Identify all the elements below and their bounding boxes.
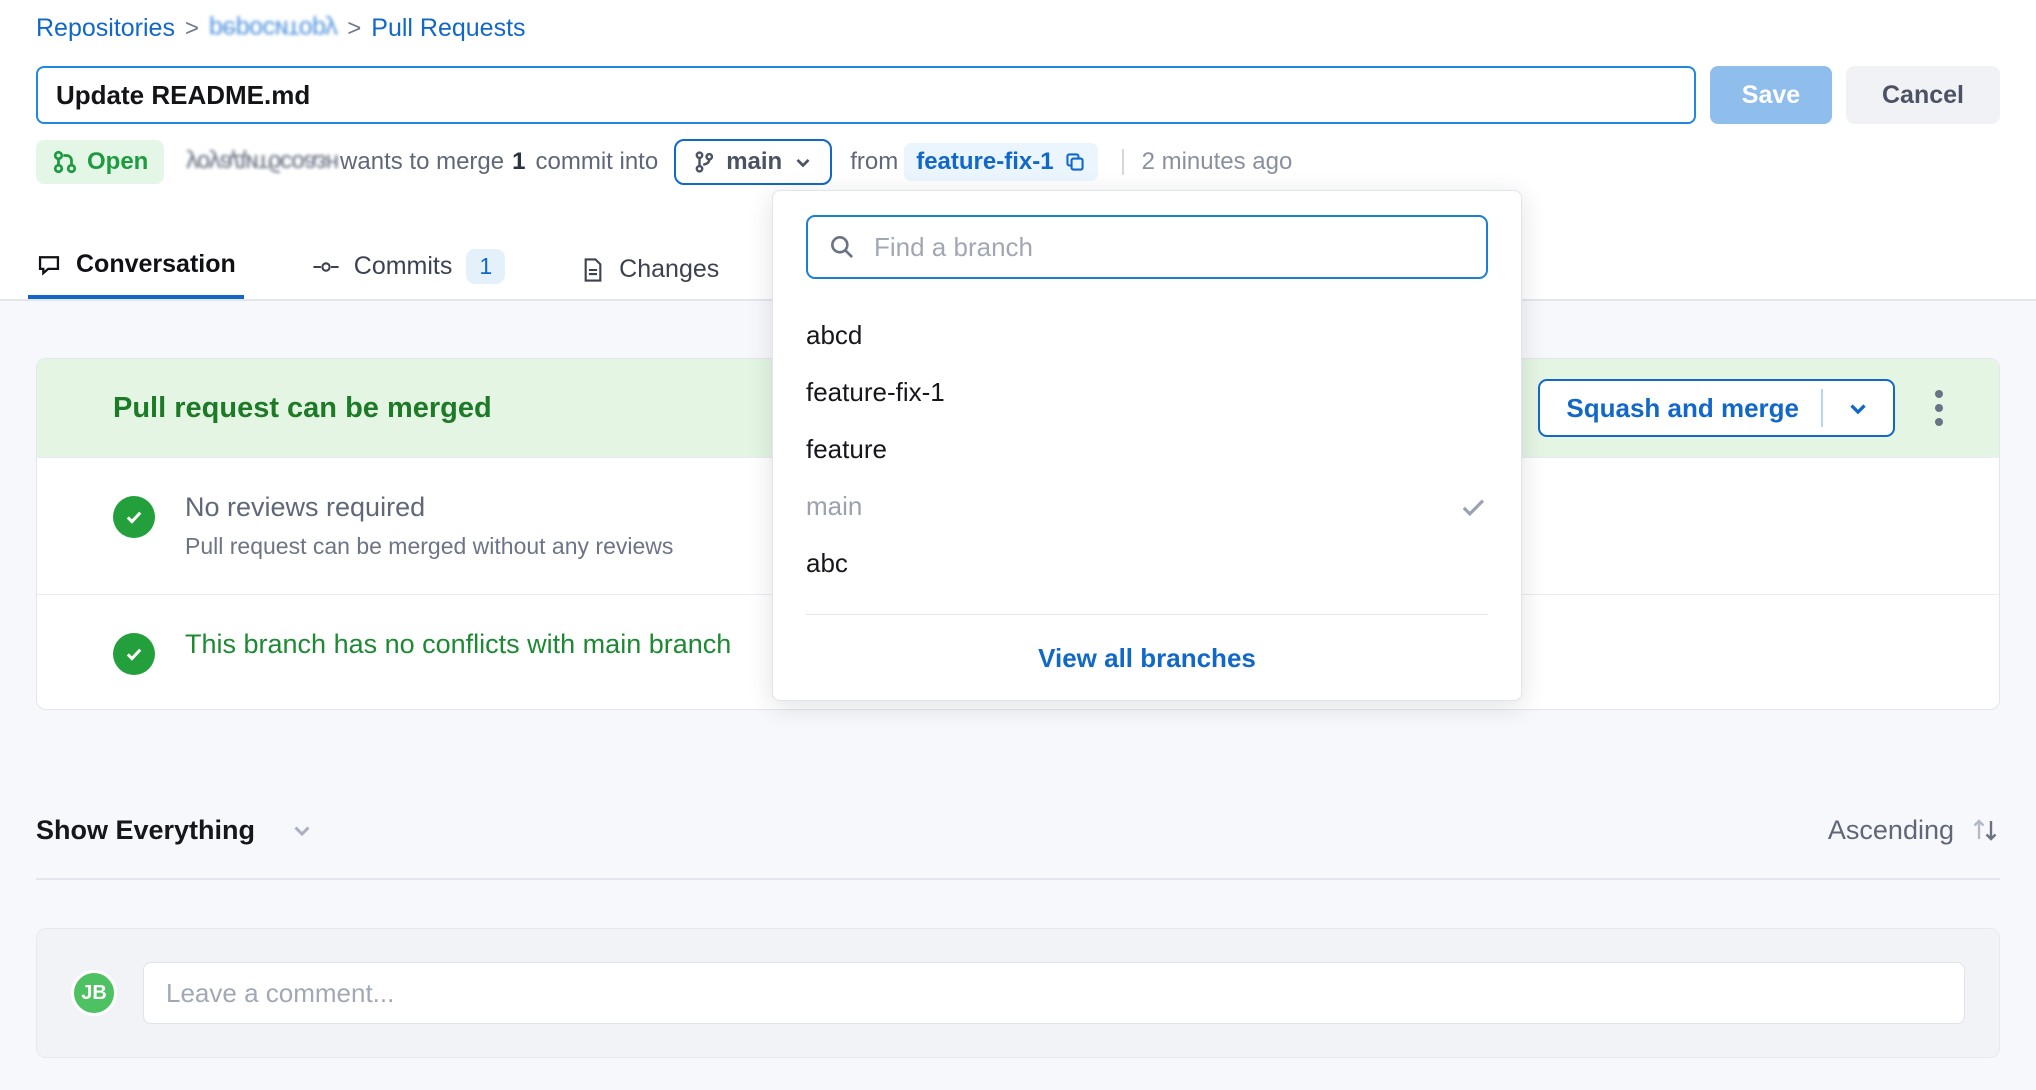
merge-summary-before: wants to merge	[340, 148, 505, 175]
cancel-button[interactable]: Cancel	[1846, 66, 2000, 124]
branch-option-label: main	[806, 491, 863, 521]
chevron-down-icon	[792, 151, 814, 173]
squash-and-merge-label: Squash and merge	[1566, 392, 1799, 423]
check-circle-icon	[113, 633, 155, 675]
merge-summary-after: commit into	[535, 148, 659, 175]
branch-option-feature[interactable]: feature	[773, 421, 1521, 478]
save-button[interactable]: Save	[1710, 66, 1832, 124]
comment-input[interactable]: Leave a comment...	[143, 962, 1965, 1024]
sort-order-label: Ascending	[1827, 814, 1954, 845]
tab-commits[interactable]: Commits 1	[304, 249, 513, 300]
pr-author-name: уоуадитбсоазн	[186, 149, 339, 176]
branch-option-feature-fix-1[interactable]: feature-fix-1	[773, 364, 1521, 421]
branch-option-main[interactable]: main	[773, 478, 1521, 535]
show-everything-dropdown[interactable]: Show Everything	[36, 815, 315, 846]
branch-menu-divider	[806, 614, 1488, 615]
from-label: from	[850, 148, 899, 175]
comment-composer: JB Leave a comment...	[36, 928, 2000, 1058]
base-branch-selector[interactable]: main	[674, 139, 833, 185]
branch-option-label: abc	[806, 548, 848, 578]
pr-title-input[interactable]: Update README.md	[36, 66, 1696, 124]
branch-list: abcd feature-fix-1 feature main abc	[773, 307, 1521, 592]
tab-conversation-label: Conversation	[76, 250, 236, 278]
kebab-menu-icon[interactable]	[1923, 380, 1955, 436]
breadcrumb-item-pull-requests[interactable]: Pull Requests	[371, 14, 526, 42]
merge-actions: Squash and merge	[1538, 379, 1955, 437]
tab-changes[interactable]: Changes	[573, 255, 727, 300]
status-badge-label: Open	[87, 148, 149, 175]
file-icon	[581, 257, 605, 283]
tab-conversation[interactable]: Conversation	[28, 250, 244, 300]
branch-option-label: abcd	[806, 320, 863, 350]
tab-commits-label: Commits	[353, 252, 453, 280]
branch-search-field[interactable]: Find a branch	[806, 215, 1488, 279]
branch-option-label: feature	[806, 434, 887, 464]
chevron-down-icon[interactable]	[1823, 395, 1893, 421]
branch-dropdown-menu: Find a branch abcd feature-fix-1 feature…	[772, 190, 1522, 701]
title-edit-row: Update README.md Save Cancel	[36, 66, 2000, 124]
check-title: This branch has no conflicts with main b…	[185, 629, 732, 659]
check-title: No reviews required	[185, 492, 426, 522]
timeline-divider	[36, 878, 2000, 880]
commit-icon	[312, 254, 340, 280]
sort-order-toggle[interactable]: Ascending	[1828, 815, 2000, 846]
breadcrumb: Repositories > рероситору > Pull Request…	[36, 14, 526, 43]
check-circle-icon	[113, 496, 155, 538]
base-branch-label: main	[726, 148, 783, 175]
branch-option-label: feature-fix-1	[806, 377, 945, 407]
merge-check-row-conflicts: This branch has no conflicts with main b…	[37, 594, 1999, 709]
breadcrumb-separator-icon: >	[184, 14, 199, 42]
branch-option-abc[interactable]: abc	[773, 535, 1521, 592]
head-branch-pill[interactable]: feature-fix-1	[904, 143, 1098, 181]
show-everything-label: Show Everything	[36, 814, 256, 845]
avatar: JB	[71, 970, 117, 1016]
tab-changes-label: Changes	[619, 255, 720, 283]
timeline-filter-row: Show Everything Ascending	[36, 795, 2000, 865]
chevron-down-icon	[289, 817, 315, 843]
check-subtitle: Pull request can be merged without any r…	[185, 533, 674, 559]
merge-button-divider	[1821, 389, 1823, 427]
sort-arrows-icon	[1970, 815, 2000, 845]
comment-icon	[36, 252, 62, 278]
head-branch-label: feature-fix-1	[916, 148, 1054, 175]
tab-commits-badge: 1	[466, 249, 506, 284]
status-badge: Open	[36, 140, 165, 184]
copy-icon[interactable]	[1064, 151, 1086, 173]
breadcrumb-item-repository[interactable]: рероситору	[208, 15, 338, 43]
merge-headline: Pull request can be merged	[113, 391, 492, 424]
branch-option-abcd[interactable]: abcd	[773, 307, 1521, 364]
branch-search-placeholder: Find a branch	[874, 231, 1033, 262]
pull-request-icon	[52, 149, 78, 175]
view-all-branches-link[interactable]: View all branches	[1038, 643, 1256, 673]
check-icon	[1458, 492, 1488, 522]
breadcrumb-separator-icon-2: >	[347, 14, 362, 42]
branch-icon	[692, 150, 716, 174]
pr-status-row: Open уоуадитбсоазн wants to merge 1 comm…	[36, 139, 1293, 185]
status-divider	[1121, 149, 1124, 175]
squash-and-merge-button[interactable]: Squash and merge	[1538, 379, 1895, 437]
pr-tabs: Conversation Commits 1 Changes	[28, 232, 727, 300]
commit-count: 1	[512, 148, 526, 175]
pr-timestamp: 2 minutes ago	[1141, 148, 1293, 175]
search-icon	[828, 233, 856, 261]
breadcrumb-item-repositories[interactable]: Repositories	[36, 14, 175, 42]
